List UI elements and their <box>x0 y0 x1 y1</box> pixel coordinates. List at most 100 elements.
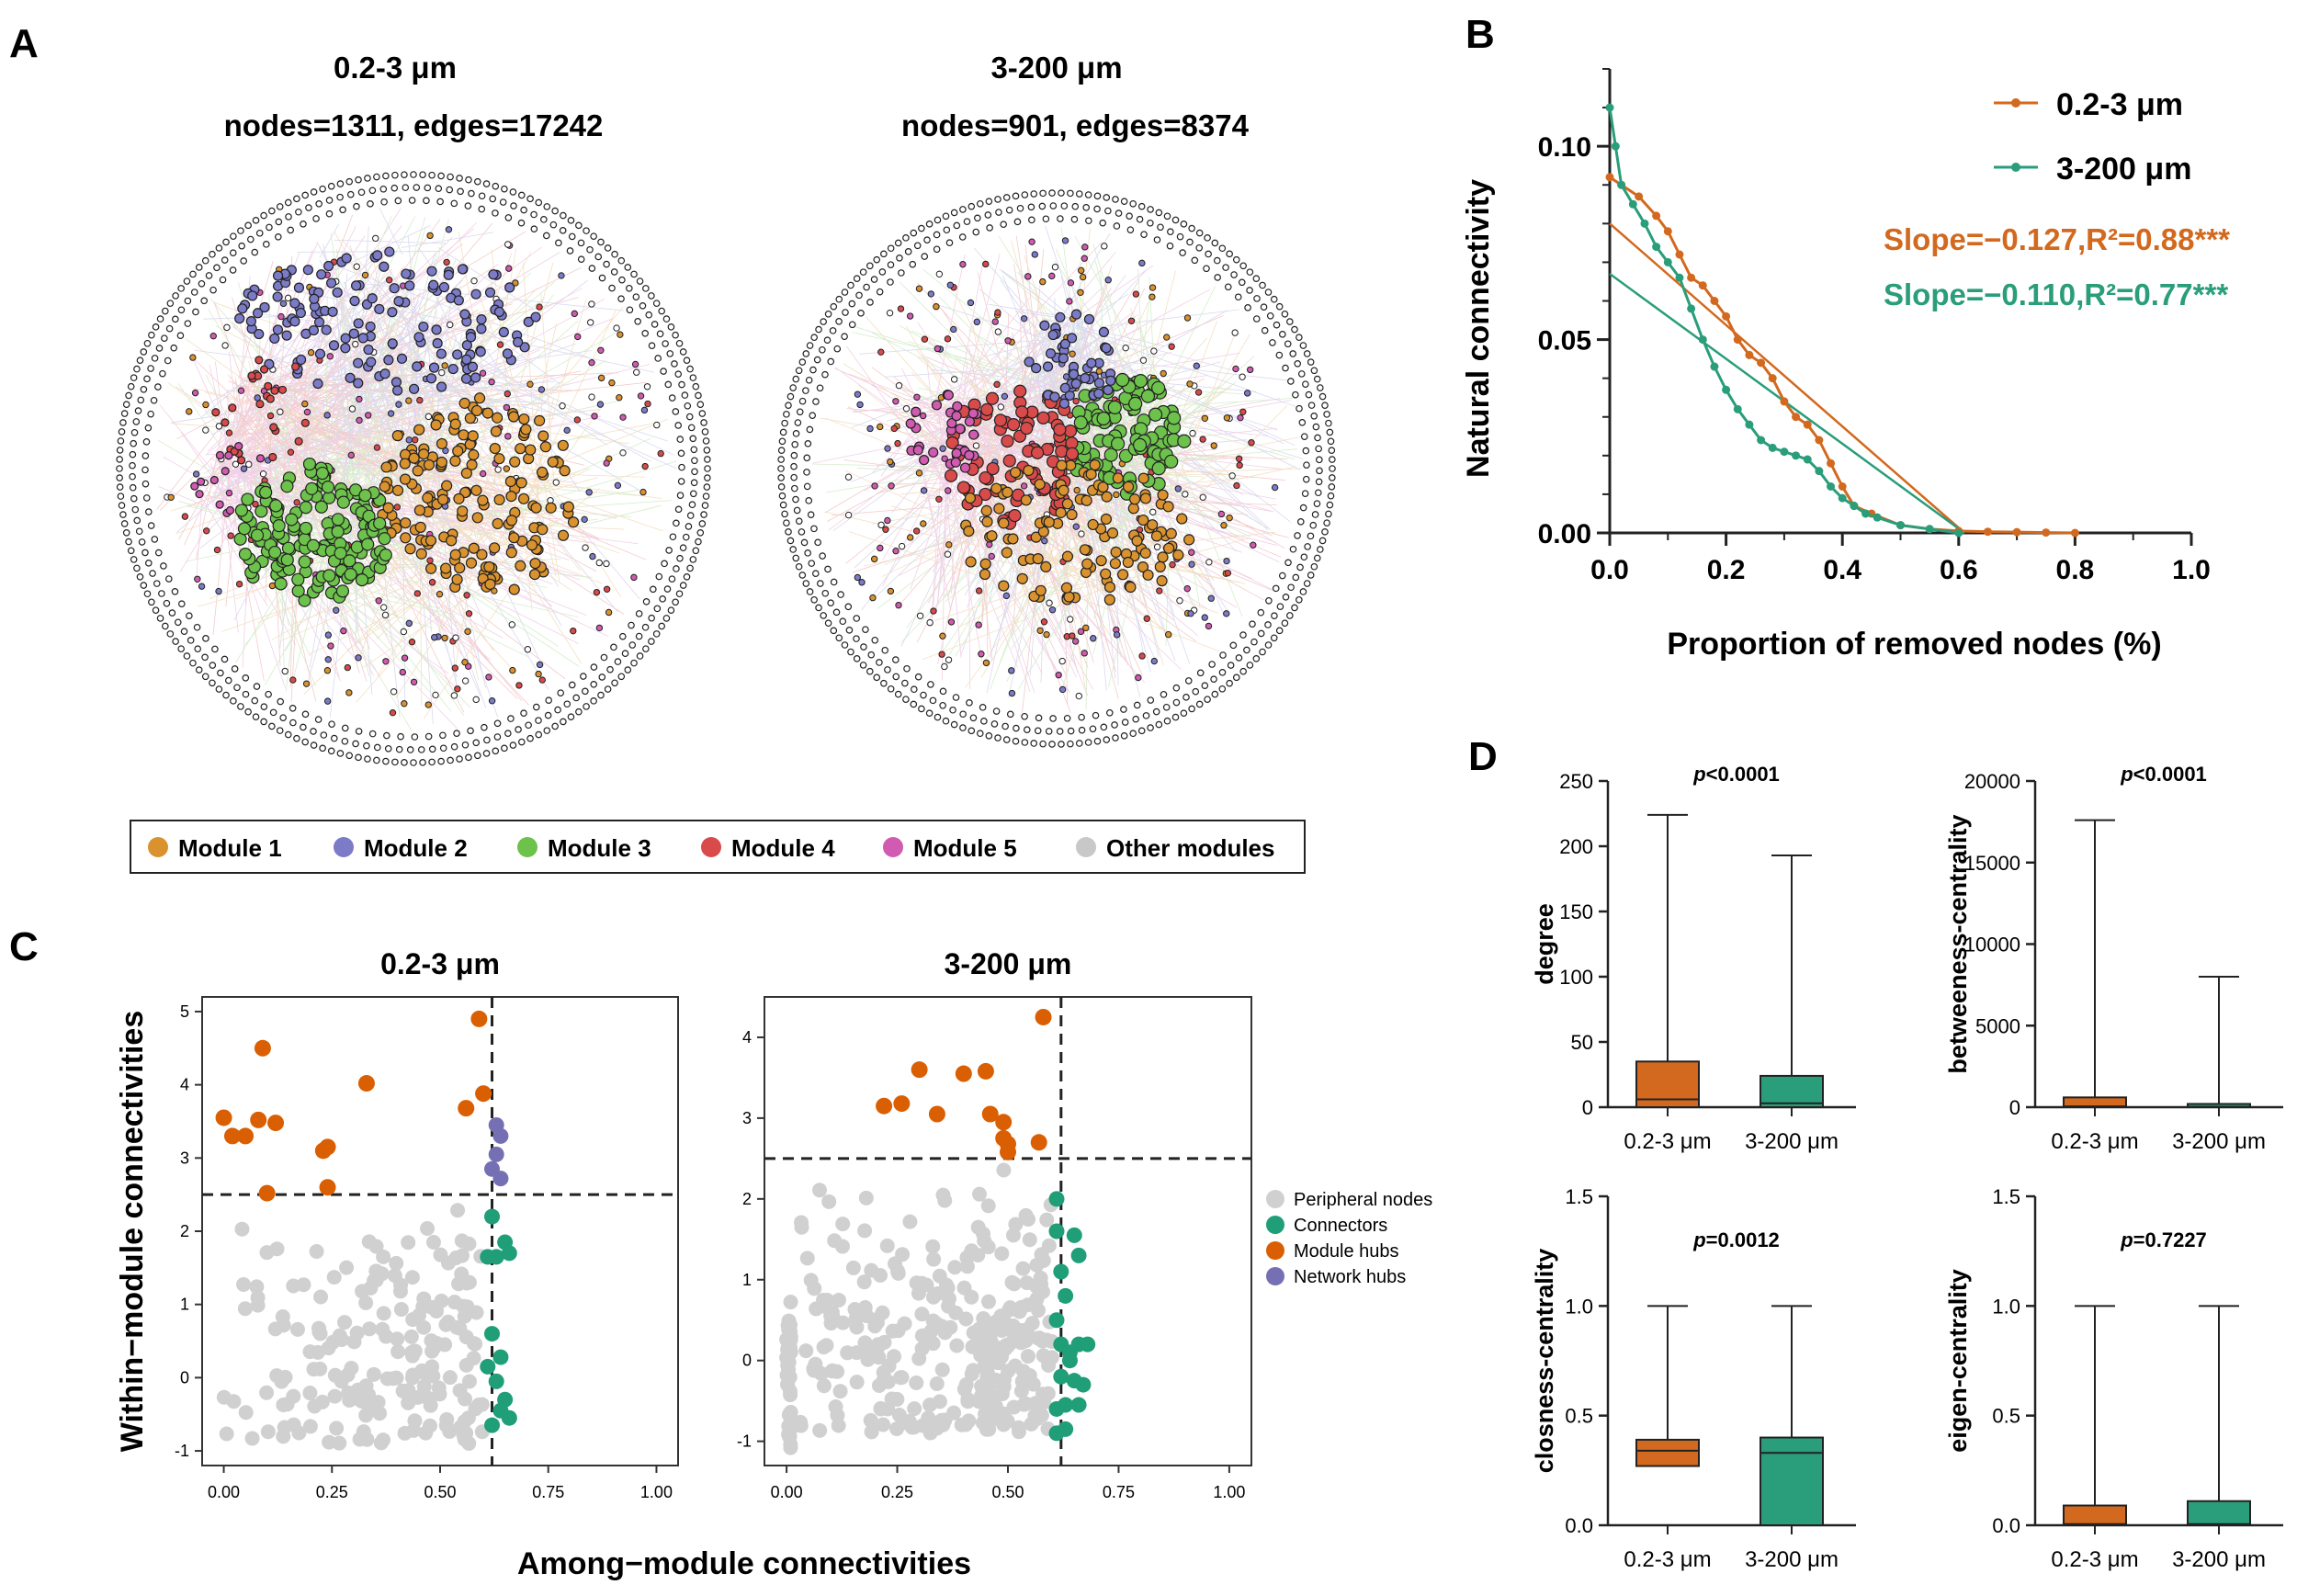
edge <box>1171 439 1243 617</box>
edge <box>1098 354 1296 447</box>
edge <box>329 371 411 589</box>
connector-point <box>492 1349 509 1365</box>
peripheral-point <box>302 1386 318 1401</box>
peripheral-node <box>696 401 705 408</box>
module-node <box>432 338 443 349</box>
peripheral-node <box>493 733 502 741</box>
series-point <box>1710 297 1719 305</box>
series-point <box>1780 397 1789 406</box>
peripheral-node <box>611 250 618 258</box>
node <box>424 413 433 421</box>
edge <box>442 422 661 466</box>
peripheral-node <box>1167 228 1174 236</box>
module-hub-point <box>475 1085 492 1103</box>
peripheral-node <box>1253 295 1261 302</box>
peripheral-node <box>345 177 353 186</box>
peripheral-point <box>849 1375 865 1390</box>
edge <box>1031 342 1055 347</box>
peripheral-point <box>1035 1333 1050 1349</box>
edge <box>227 402 547 423</box>
edge <box>540 292 554 480</box>
peripheral-point <box>359 1432 375 1447</box>
peripheral-point <box>275 1308 290 1324</box>
node <box>1077 266 1085 275</box>
edge <box>339 294 397 492</box>
peripheral-node <box>704 474 711 481</box>
peripheral-node <box>312 215 320 222</box>
peripheral-node <box>598 673 606 681</box>
peripheral-point <box>361 1398 377 1414</box>
peripheral-point <box>334 1374 349 1389</box>
edge <box>272 483 452 712</box>
module-node <box>986 461 1000 476</box>
peripheral-point <box>783 1387 798 1403</box>
edge <box>900 474 1113 495</box>
network-hub-point <box>488 1146 504 1162</box>
peripheral-point <box>306 1362 322 1377</box>
connector-point <box>1058 1397 1074 1413</box>
module-node <box>470 289 481 300</box>
edge <box>216 417 555 453</box>
node <box>871 482 878 490</box>
peripheral-node <box>1275 627 1284 635</box>
edge <box>458 231 492 419</box>
peripheral-node <box>663 585 672 593</box>
edge <box>427 373 549 436</box>
module-node <box>300 418 310 427</box>
peripheral-point <box>389 1255 404 1271</box>
node <box>1160 369 1167 378</box>
series-point <box>1722 311 1731 321</box>
module-node <box>986 530 998 542</box>
peripheral-node <box>934 216 942 224</box>
peripheral-node <box>1318 392 1327 401</box>
module-node <box>449 549 461 560</box>
peripheral-node <box>1111 721 1118 729</box>
module-node <box>567 516 580 528</box>
peripheral-point <box>830 1408 845 1423</box>
peripheral-point <box>361 1234 377 1250</box>
module-node <box>944 469 958 482</box>
module-node <box>1066 333 1078 344</box>
peripheral-node <box>1001 722 1009 730</box>
peripheral-point <box>1018 1396 1034 1411</box>
connector-point <box>484 1326 501 1342</box>
module-node <box>334 546 347 560</box>
peripheral-node <box>929 696 937 705</box>
node <box>1002 592 1011 600</box>
peripheral-node <box>1071 202 1080 210</box>
peripheral-node <box>152 323 160 331</box>
peripheral-node <box>1195 229 1204 237</box>
edge <box>913 461 1089 568</box>
peripheral-node <box>830 302 838 311</box>
module-node <box>400 532 412 544</box>
connector-point <box>1075 1376 1092 1393</box>
module-node <box>451 573 463 585</box>
edge <box>1091 275 1126 323</box>
edge <box>340 288 651 462</box>
peripheral-node <box>1304 543 1311 550</box>
node <box>1236 461 1243 470</box>
edge <box>371 339 518 538</box>
peripheral-node <box>122 529 130 537</box>
peripheral-point <box>948 1305 964 1320</box>
node <box>382 658 390 665</box>
node <box>608 379 616 387</box>
node <box>355 654 362 662</box>
peripheral-node <box>1289 545 1297 553</box>
module-node <box>545 502 557 514</box>
peripheral-node <box>1188 705 1195 713</box>
module-node <box>1001 434 1014 448</box>
box-plot-closness-centrality: 0.00.51.01.5closness-centralityp=0.00120… <box>1531 1185 1856 1572</box>
node <box>571 310 578 318</box>
node <box>340 627 347 635</box>
peripheral-node <box>189 659 197 667</box>
x-tick-label: 0.6 <box>1940 555 1978 585</box>
node <box>617 331 624 338</box>
peripheral-node <box>806 588 814 595</box>
peripheral-node <box>1269 339 1276 346</box>
module-node <box>959 462 971 473</box>
series-point <box>1698 335 1707 345</box>
node <box>209 333 217 340</box>
peripheral-node <box>209 679 216 687</box>
module-node <box>1015 405 1029 419</box>
